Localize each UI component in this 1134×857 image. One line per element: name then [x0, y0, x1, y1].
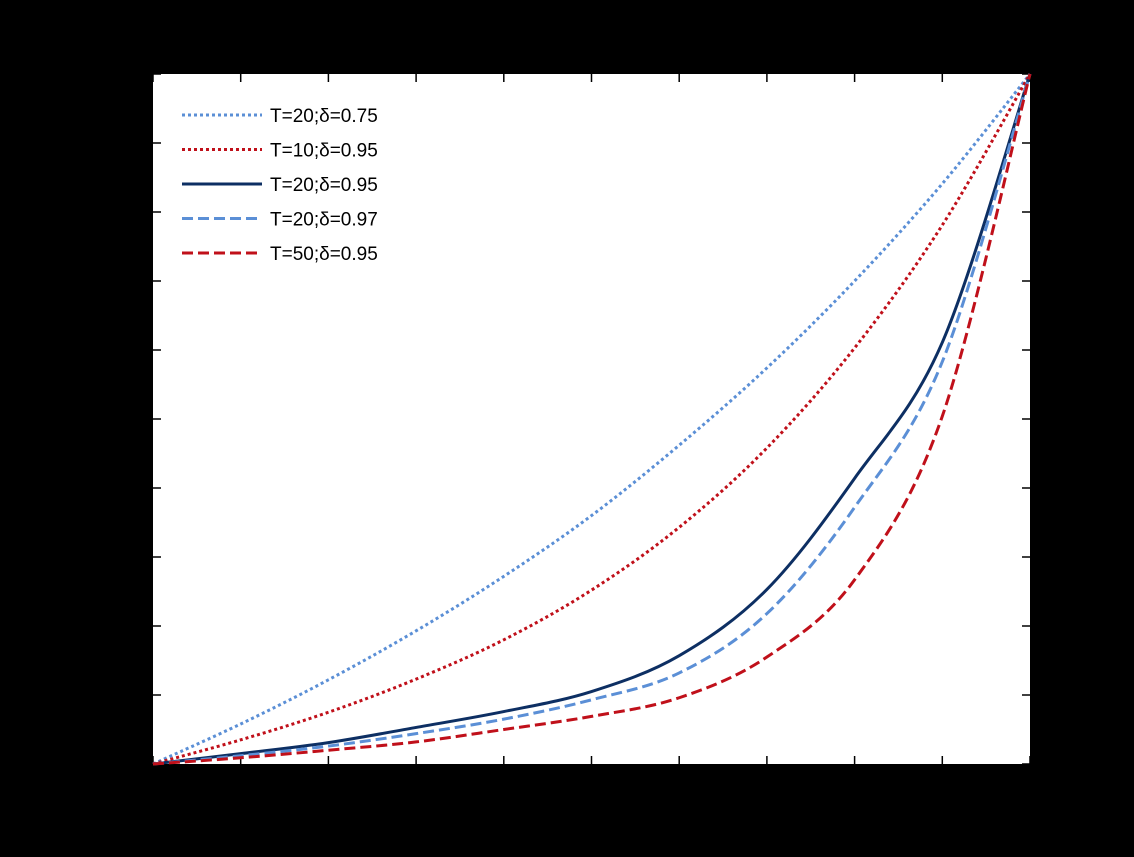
legend-entry-1: T=10;δ=0.95	[182, 141, 378, 162]
legend-entry-0: T=20;δ=0.75	[182, 106, 378, 127]
legend-label-3: T=20;δ=0.97	[270, 210, 378, 231]
series-line-4	[152, 73, 1032, 766]
legend-label-1: T=10;δ=0.95	[270, 141, 378, 162]
legend-entry-3: T=20;δ=0.97	[182, 210, 378, 231]
plot-area	[153, 74, 1030, 764]
series-line-2	[152, 73, 1032, 766]
series-lines	[152, 73, 1032, 766]
axis-ticks	[152, 73, 1031, 765]
legend-label-2: T=20;δ=0.95	[270, 175, 378, 196]
series-line-0	[152, 73, 1032, 766]
series-line-3	[152, 73, 1032, 766]
legend-label-4: T=50;δ=0.95	[270, 244, 378, 265]
legend-entry-4: T=50;δ=0.95	[182, 244, 378, 265]
legend: T=20;δ=0.75 T=10;δ=0.95 T=20;δ=0.95 T=20;δ=…	[182, 106, 378, 265]
legend-entry-2: T=20;δ=0.95	[182, 175, 378, 196]
legend-label-0: T=20;δ=0.75	[270, 106, 378, 127]
series-line-1	[152, 73, 1032, 766]
